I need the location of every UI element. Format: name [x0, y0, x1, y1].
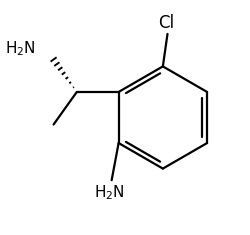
Text: H$_2$N: H$_2$N: [6, 39, 36, 58]
Text: H$_2$N: H$_2$N: [94, 183, 124, 202]
Text: Cl: Cl: [158, 14, 174, 31]
